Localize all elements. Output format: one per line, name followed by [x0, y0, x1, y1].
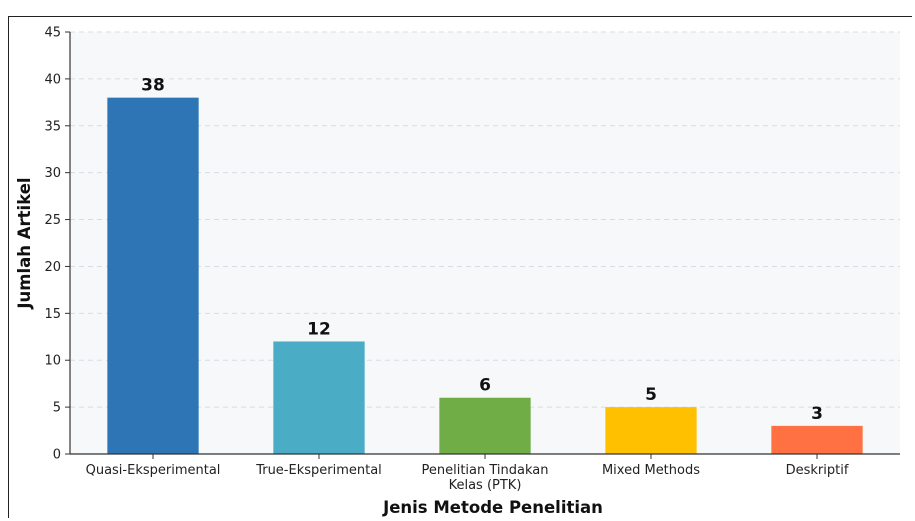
- y-tick-label: 0: [53, 448, 61, 463]
- bar: [771, 425, 863, 454]
- y-tick-label: 45: [44, 26, 61, 41]
- bar: [273, 341, 365, 454]
- y-tick-label: 5: [53, 401, 61, 416]
- y-ticks: 0 5 10 15 20 25 30 35 40 45: [44, 26, 70, 463]
- x-ticks: Quasi-Eksperimental True-Eksperimental Pen…: [86, 454, 849, 493]
- y-tick-label: 15: [44, 307, 61, 322]
- x-tick-label: Mixed Methods: [602, 463, 700, 478]
- y-tick-label: 10: [44, 354, 61, 369]
- data-label: 5: [645, 385, 657, 405]
- data-label: 3: [811, 404, 823, 424]
- y-tick-label: 20: [44, 260, 61, 275]
- y-axis-title: Jumlah Artikel: [15, 177, 34, 309]
- y-tick-label: 25: [44, 213, 61, 228]
- x-tick-label: Deskriptif: [786, 463, 849, 478]
- x-tick-label: Penelitian Tindakan Kelas (PTK): [422, 463, 549, 493]
- data-label: 38: [141, 76, 165, 96]
- plot-area: [70, 32, 900, 454]
- figure-frame: [8, 16, 912, 518]
- x-axis-title: Jenis Metode Penelitian: [382, 498, 603, 517]
- bar: [605, 407, 697, 454]
- y-tick-label: 35: [44, 119, 61, 134]
- x-tick-label: True-Eksperimental: [255, 463, 382, 478]
- bars: [107, 97, 863, 455]
- bar: [439, 397, 531, 454]
- value-labels: 38 12 6 5 3: [141, 76, 823, 424]
- bar: [107, 97, 199, 455]
- data-label: 6: [479, 376, 491, 396]
- x-tick-label: Quasi-Eksperimental: [86, 463, 221, 478]
- data-label: 12: [307, 319, 331, 339]
- y-tick-label: 40: [44, 72, 61, 87]
- y-tick-label: 30: [44, 166, 61, 181]
